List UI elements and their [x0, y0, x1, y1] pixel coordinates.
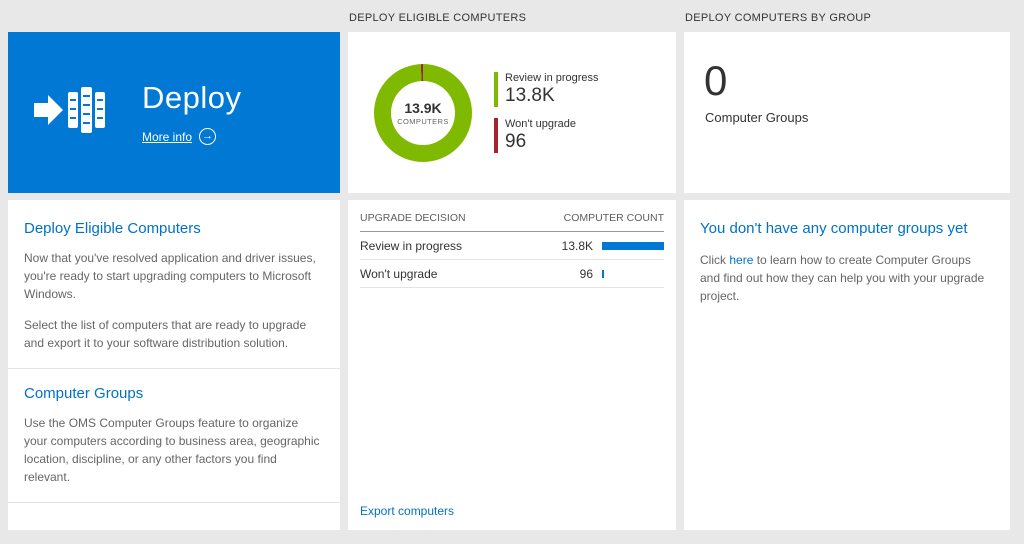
column-header-deploy-computers-by-group: DEPLOY COMPUTERS BY GROUP — [685, 12, 872, 24]
section-heading-computer-groups: Computer Groups — [24, 385, 144, 402]
legend-item-wont-upgrade: Won't upgrade 96 — [494, 118, 599, 153]
table-header-row: UPGRADE DECISION COMPUTER COUNT — [360, 200, 664, 232]
legend-label: Won't upgrade — [505, 118, 577, 130]
row-label: Review in progress — [360, 238, 463, 253]
donut-legend: Review in progress 13.8K Won't upgrade 9… — [494, 72, 599, 153]
computer-groups-count-label: Computer Groups — [705, 110, 809, 126]
donut-center-value: 13.9K — [404, 99, 442, 116]
count-bar — [602, 241, 664, 250]
computer-groups-count: 0 — [704, 57, 728, 104]
divider — [8, 502, 340, 503]
computer-groups-tile[interactable]: 0 Computer Groups — [684, 32, 1010, 193]
count-bar-track — [602, 241, 664, 250]
legend-value: 13.8K — [505, 85, 555, 106]
row-value: 96 — [579, 266, 593, 281]
section-paragraph: Use the OMS Computer Groups feature to o… — [24, 416, 320, 484]
deploy-info-panel: Deploy Eligible Computers Now that you'v… — [8, 200, 340, 530]
section-paragraph: Select the list of computers that are re… — [24, 318, 307, 350]
donut-chart[interactable]: 13.9K COMPUTERS — [374, 63, 472, 162]
more-info-link[interactable]: More info — [142, 129, 193, 144]
deploy-tile-title: Deploy — [142, 80, 242, 115]
donut-center: 13.9K COMPUTERS — [391, 80, 455, 145]
no-groups-heading: You don't have any computer groups yet — [700, 220, 968, 237]
arrow-circle-icon: → — [199, 128, 217, 145]
legend-label: Review in progress — [505, 72, 599, 84]
deploy-eligible-computers-tile[interactable]: 13.9K COMPUTERS Review in progress 13.8K… — [348, 32, 676, 193]
deploy-icon — [34, 79, 106, 146]
count-bar — [602, 269, 604, 278]
donut-center-label: COMPUTERS — [397, 116, 449, 126]
row-value: 13.8K — [561, 238, 593, 253]
divider — [8, 368, 340, 369]
table-row[interactable]: Review in progress 13.8K — [360, 232, 664, 260]
legend-value: 96 — [505, 131, 527, 152]
section-paragraph: Now that you've resolved application and… — [24, 251, 316, 301]
deploy-tile[interactable]: Deploy More info → — [8, 32, 340, 193]
text-before-link: Click — [700, 253, 730, 267]
table-header-computer-count: COMPUTER COUNT — [563, 212, 664, 224]
text-after-link: to learn how to create Computer Groups a… — [700, 253, 985, 303]
legend-item-review-in-progress: Review in progress 13.8K — [494, 72, 599, 107]
no-computer-groups-panel: You don't have any computer groups yet C… — [684, 200, 1010, 530]
section-heading-deploy-eligible-computers: Deploy Eligible Computers — [24, 220, 201, 237]
column-header-deploy-eligible-computers: DEPLOY ELIGIBLE COMPUTERS — [349, 12, 527, 24]
row-label: Won't upgrade — [360, 266, 438, 281]
no-groups-paragraph: Click here to learn how to create Comput… — [700, 251, 994, 305]
here-link[interactable]: here — [729, 253, 754, 267]
table-header-upgrade-decision: UPGRADE DECISION — [360, 212, 466, 224]
count-bar-track — [602, 269, 664, 278]
table-row[interactable]: Won't upgrade 96 — [360, 260, 664, 288]
upgrade-decision-table-panel: UPGRADE DECISION COMPUTER COUNT Review i… — [348, 200, 676, 530]
export-computers-link[interactable]: Export computers — [360, 504, 455, 518]
deploy-tile-content: Deploy More info → — [8, 32, 340, 193]
